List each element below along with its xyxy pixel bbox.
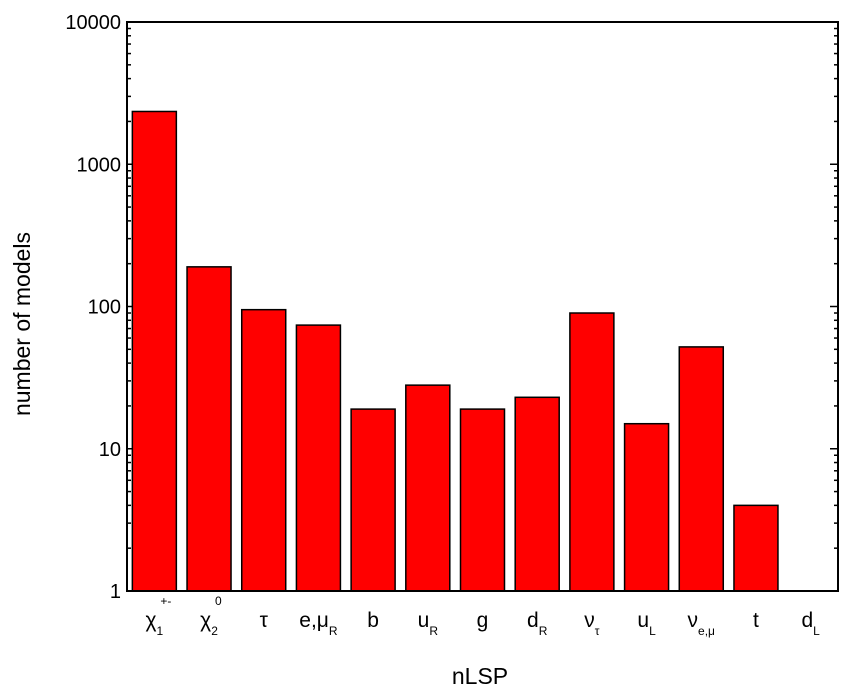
x-tick-label: ντ — [584, 609, 600, 638]
bars — [131, 110, 779, 592]
y-tick-label: 1 — [110, 581, 121, 603]
x-tick-label-subscript: τ — [595, 624, 600, 638]
x-tick-label-subscript: R — [429, 624, 438, 638]
bar — [131, 110, 178, 592]
x-tick-label: dR — [527, 609, 548, 638]
bar — [678, 346, 725, 592]
x-tick-label-main: χ — [200, 609, 211, 632]
plot-frame — [126, 21, 839, 592]
x-axis-title: nLSP — [452, 663, 508, 689]
bar — [240, 308, 287, 592]
x-tick-label: τ — [260, 609, 269, 632]
x-tick-label-superscript: +- — [160, 594, 171, 608]
x-tick-label-main: t — [753, 609, 759, 632]
x-tick-label-main: d — [527, 609, 539, 632]
bar — [733, 504, 779, 592]
x-tick-label-main: χ — [145, 609, 156, 632]
y-tick-label: 10000 — [65, 12, 121, 34]
x-tick-label-main: ν — [688, 609, 699, 632]
x-tick-label: νe,μ — [688, 609, 716, 638]
bar — [569, 312, 615, 592]
x-tick-label-main: τ — [260, 609, 269, 632]
bar — [405, 384, 451, 592]
x-tick-label-subscript: e,μ — [698, 624, 715, 638]
y-tick-label: 10 — [99, 439, 121, 461]
bar — [459, 408, 506, 592]
x-tick-label-subscript: L — [813, 624, 820, 638]
x-tick-label: e,μR — [299, 609, 338, 638]
y-tick-label: 100 — [88, 297, 121, 319]
x-tick-label: dL — [801, 609, 820, 638]
x-tick-label-main: ν — [584, 609, 595, 632]
x-tick-label: t — [753, 609, 759, 632]
x-tick-label-subscript: 2 — [211, 624, 218, 638]
x-tick-label-main: u — [637, 609, 649, 632]
y-axis-title: number of models — [9, 232, 35, 416]
y-tick-label: 1000 — [77, 154, 122, 176]
y-axis-tick-labels: 1 10 100 1000 10000 — [65, 12, 121, 603]
x-tick-label-main: b — [367, 609, 379, 632]
bar — [514, 396, 560, 592]
bar — [186, 266, 232, 592]
x-tick-label-subscript: L — [649, 624, 656, 638]
x-tick-label: uR — [418, 609, 439, 638]
bar — [623, 422, 670, 592]
x-tick-label: g — [477, 609, 489, 632]
x-tick-label-main: g — [477, 609, 489, 632]
x-tick-label: b — [367, 609, 379, 632]
x-tick-label-subscript: R — [329, 624, 338, 638]
x-tick-label-subscript: R — [539, 624, 548, 638]
x-tick-label-subscript: 1 — [157, 624, 164, 638]
bar — [350, 408, 396, 592]
x-tick-label: uL — [637, 609, 656, 638]
bar — [295, 324, 342, 592]
x-tick-label: χ2 — [200, 609, 218, 638]
x-tick-label-main: d — [801, 609, 813, 632]
x-tick-label-main: u — [418, 609, 430, 632]
x-tick-label-superscript: 0 — [215, 594, 222, 608]
x-tick-label: χ1 — [145, 609, 163, 638]
x-tick-label-main: e,μ — [299, 609, 329, 632]
